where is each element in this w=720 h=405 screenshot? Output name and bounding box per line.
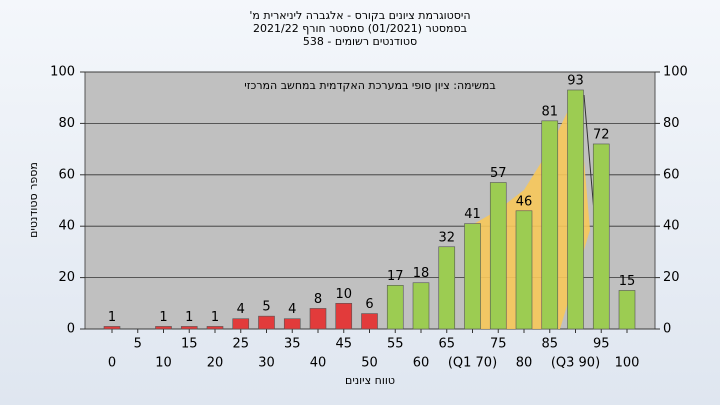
x-tick-label: 5 — [134, 337, 142, 352]
bar — [180, 326, 198, 330]
chart-subtitle: בסמסטר (01/2021) סמסטר חורף 2021/22 — [253, 22, 467, 35]
bar — [232, 318, 250, 330]
data-label: 1 — [108, 310, 116, 325]
chart-subtitle: סטודנטים רשומים - 538 — [303, 35, 417, 48]
x-tick-label: 55 — [387, 337, 404, 352]
y2-tick-label: 100 — [663, 65, 688, 80]
bar — [541, 120, 559, 330]
x-tick-label: 75 — [490, 337, 507, 352]
data-label: 8 — [314, 292, 322, 307]
bar — [438, 246, 456, 330]
data-label: 46 — [516, 194, 533, 209]
y-tick-label: 20 — [58, 270, 75, 285]
data-label: 1 — [185, 310, 193, 325]
y2-tick-label: 80 — [663, 116, 680, 131]
y2-tick-label: 20 — [663, 270, 680, 285]
data-label: 93 — [567, 73, 584, 88]
data-label: 15 — [619, 274, 636, 289]
x-tick-label: 80 — [516, 356, 533, 371]
bar — [412, 282, 430, 330]
bar — [283, 318, 301, 330]
bar — [515, 210, 533, 330]
y-tick-label: 100 — [50, 65, 75, 80]
x-tick-label: 60 — [413, 356, 430, 371]
bar — [567, 89, 584, 330]
y-tick-label: 60 — [58, 167, 75, 182]
x-tick-label: 95 — [593, 337, 610, 352]
x-tick-label: 65 — [438, 337, 455, 352]
y-tick-label: 0 — [67, 322, 75, 337]
bar — [258, 315, 275, 330]
bar — [155, 326, 172, 330]
x-tick-label: 10 — [155, 356, 172, 371]
bar — [361, 313, 378, 330]
data-label: 57 — [490, 166, 507, 181]
data-label: 6 — [365, 297, 373, 312]
bar — [335, 302, 353, 330]
y2-tick-label: 40 — [663, 219, 680, 234]
data-label: 1 — [211, 310, 219, 325]
data-label: 4 — [288, 302, 296, 317]
data-label: 81 — [541, 104, 558, 119]
annotation: במשימה: ציון סופי במערכת האקדמית במחשב ה… — [244, 79, 495, 92]
data-label: 32 — [438, 230, 455, 245]
x-tick-label: 30 — [258, 356, 275, 371]
x-axis-title: טווח ציונים — [345, 374, 395, 387]
data-label: 5 — [262, 300, 270, 315]
x-tick-label: 35 — [284, 337, 301, 352]
y2-tick-label: 60 — [663, 167, 680, 182]
x-tick-label: 20 — [207, 356, 224, 371]
x-tick-label: 40 — [310, 356, 327, 371]
bar — [464, 223, 481, 330]
bar — [103, 326, 121, 330]
x-tick-label: 0 — [108, 356, 116, 371]
bar — [309, 308, 327, 330]
y-tick-label: 80 — [58, 116, 75, 131]
x-tick-label: 25 — [232, 337, 249, 352]
data-label: 4 — [237, 302, 245, 317]
data-label: 72 — [593, 127, 610, 142]
bar — [592, 143, 610, 330]
bar — [206, 326, 224, 330]
x-tick-label: 85 — [541, 337, 558, 352]
data-label: 41 — [464, 207, 481, 222]
y2-tick-label: 0 — [663, 322, 671, 337]
x-tick-label: 15 — [181, 337, 198, 352]
bar — [489, 182, 507, 330]
chart-title: היסטוגרמת ציונים בקורס - אלגברה ליניארית… — [249, 9, 470, 22]
data-label: 17 — [387, 269, 404, 284]
x-tick-label: (Q3 90) — [551, 356, 600, 371]
x-tick-label: (Q1 70) — [448, 356, 497, 371]
data-label: 18 — [413, 266, 430, 281]
bar — [618, 290, 636, 330]
y-axis-title: מספר סטודנטים — [27, 162, 40, 238]
x-tick-label: 45 — [335, 337, 352, 352]
y-tick-label: 40 — [58, 219, 75, 234]
data-label: 10 — [335, 287, 352, 302]
bar — [386, 285, 404, 330]
x-tick-label: 100 — [615, 356, 640, 371]
data-label: 1 — [159, 310, 167, 325]
x-tick-label: 50 — [361, 356, 378, 371]
